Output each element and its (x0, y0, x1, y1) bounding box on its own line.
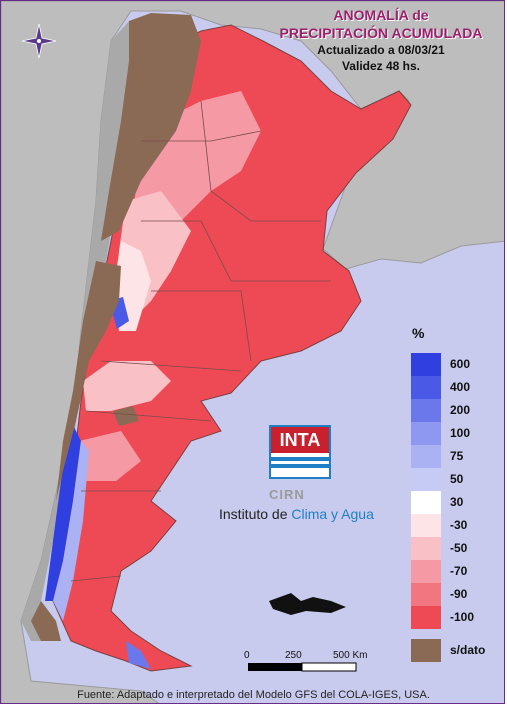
legend-label-neutral: 30 (450, 495, 464, 509)
cirn-label: CIRN (269, 487, 305, 502)
legend-label-blue-1: 400 (450, 380, 471, 394)
positive-anomaly-south-tip (126, 641, 151, 669)
legend-label-no-data: s/dato (450, 643, 486, 657)
legend-swatch-blue-3 (411, 422, 441, 445)
compass-rose-icon (21, 23, 57, 59)
no-data-area-center (56, 261, 121, 501)
anomaly-zone-south-light (83, 361, 171, 411)
legend-label-blue-5: 50 (450, 472, 464, 486)
no-data-area-south (31, 601, 61, 641)
scale-label-250: 250 (285, 650, 302, 661)
source-footer: Fuente: Adaptado e interpretado del Mode… (77, 689, 430, 701)
legend-swatch-red-4 (411, 606, 441, 629)
no-data-area-north (101, 13, 201, 241)
inta-logo-text: INTA (271, 427, 329, 453)
positive-anomaly-strip-soft (53, 441, 89, 621)
legend-swatch-red-3 (411, 583, 441, 606)
scale-label-0: 0 (244, 650, 250, 661)
institute-name: Instituto de Clima y Agua (219, 506, 374, 522)
legend-swatch-red-2 (411, 560, 441, 583)
no-data-area-patch (113, 406, 139, 426)
legend-label-red-4: -100 (450, 610, 475, 624)
legend-swatch-red-1 (411, 537, 441, 560)
province-borders (70, 100, 331, 582)
legend-label-red-2: -70 (450, 564, 468, 578)
legend-swatch-blue-2 (411, 399, 441, 422)
legend-swatch-red-0 (411, 514, 441, 537)
legend-label-red-1: -50 (450, 541, 468, 555)
legend-swatch-blue-5 (411, 468, 441, 491)
legend-swatch-blue-1 (411, 376, 441, 399)
legend-label-blue-2: 200 (450, 403, 471, 417)
inta-logo: INTA (269, 425, 331, 479)
anomaly-zone-south-mid (79, 431, 141, 481)
chile (21, 21, 141, 641)
legend-label-blue-3: 100 (450, 426, 471, 440)
legend-label-blue-4: 75 (450, 449, 464, 463)
legend-swatch-no-data (411, 639, 441, 662)
legend-swatch-blue-4 (411, 445, 441, 468)
falkland-islands (269, 593, 346, 615)
validity: Validez 48 hs. (341, 59, 421, 73)
scale-label-500: 500 Km (333, 650, 368, 661)
legend-unit: % (412, 325, 425, 341)
legend-swatch-blue-0 (411, 353, 441, 376)
legend-label-blue-0: 600 (450, 357, 471, 371)
scale-bar (248, 662, 357, 672)
legend-swatch-neutral (411, 491, 441, 514)
map-title-line2: PRECIPITACIÓN ACUMULADA (279, 25, 483, 41)
positive-anomaly-strip (45, 421, 81, 601)
legend-label-red-3: -90 (450, 587, 468, 601)
legend-label-red-0: -30 (450, 518, 468, 532)
updated-date: Actualizado a 08/03/21 (317, 43, 445, 57)
map-title-line1: ANOMALÍA de (333, 7, 429, 23)
